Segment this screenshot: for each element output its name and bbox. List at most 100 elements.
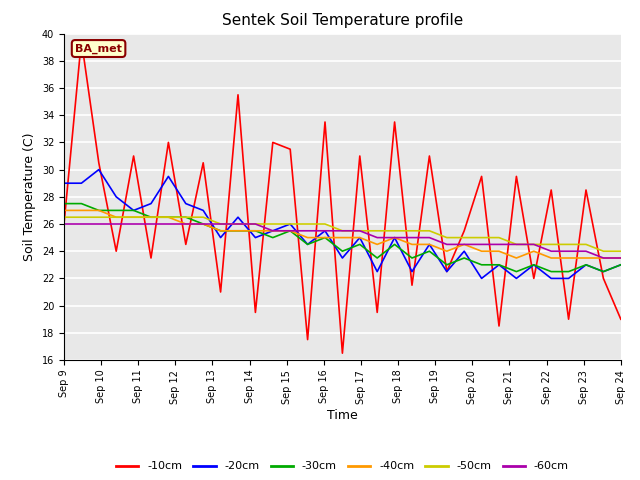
-50cm <box>252 221 259 227</box>
-50cm <box>95 214 102 220</box>
-50cm <box>582 241 590 247</box>
-20cm <box>600 269 607 275</box>
-30cm <box>113 207 120 213</box>
-50cm <box>564 241 572 247</box>
-40cm <box>582 255 590 261</box>
-40cm <box>113 214 120 220</box>
-30cm <box>339 248 346 254</box>
-10cm <box>600 276 607 281</box>
-40cm <box>460 241 468 247</box>
-20cm <box>95 167 102 172</box>
-60cm <box>582 248 590 254</box>
-40cm <box>304 235 312 240</box>
-50cm <box>77 214 85 220</box>
-10cm <box>200 160 207 166</box>
-40cm <box>234 228 242 234</box>
-20cm <box>304 241 312 247</box>
-10cm <box>443 269 451 275</box>
-60cm <box>60 221 68 227</box>
-60cm <box>95 221 102 227</box>
-10cm <box>269 140 276 145</box>
-40cm <box>391 235 399 240</box>
Legend: -10cm, -20cm, -30cm, -40cm, -50cm, -60cm: -10cm, -20cm, -30cm, -40cm, -50cm, -60cm <box>112 457 573 476</box>
Line: -40cm: -40cm <box>64 210 621 258</box>
-50cm <box>373 228 381 234</box>
-30cm <box>477 262 485 268</box>
Line: -20cm: -20cm <box>64 169 621 278</box>
-10cm <box>495 323 503 329</box>
-50cm <box>426 228 433 234</box>
-50cm <box>460 235 468 240</box>
-20cm <box>495 262 503 268</box>
-60cm <box>617 255 625 261</box>
-60cm <box>77 221 85 227</box>
-20cm <box>269 228 276 234</box>
-10cm <box>182 241 189 247</box>
-60cm <box>564 248 572 254</box>
-40cm <box>600 255 607 261</box>
-50cm <box>356 228 364 234</box>
-20cm <box>339 255 346 261</box>
-50cm <box>147 214 155 220</box>
-60cm <box>252 221 259 227</box>
-40cm <box>269 228 276 234</box>
-20cm <box>477 276 485 281</box>
-30cm <box>617 262 625 268</box>
Line: -60cm: -60cm <box>64 224 621 258</box>
-30cm <box>200 221 207 227</box>
-30cm <box>147 214 155 220</box>
-60cm <box>286 228 294 234</box>
-60cm <box>217 221 225 227</box>
-10cm <box>513 173 520 179</box>
-50cm <box>60 214 68 220</box>
-50cm <box>304 221 312 227</box>
-50cm <box>513 241 520 247</box>
-10cm <box>164 140 172 145</box>
-60cm <box>304 228 312 234</box>
-10cm <box>460 228 468 234</box>
-60cm <box>182 221 189 227</box>
-10cm <box>217 289 225 295</box>
-50cm <box>477 235 485 240</box>
-10cm <box>252 310 259 315</box>
-20cm <box>564 276 572 281</box>
-60cm <box>530 241 538 247</box>
-60cm <box>460 241 468 247</box>
-40cm <box>408 241 416 247</box>
-40cm <box>617 255 625 261</box>
-10cm <box>130 153 138 159</box>
-50cm <box>547 241 555 247</box>
-40cm <box>339 235 346 240</box>
-50cm <box>339 228 346 234</box>
-40cm <box>60 207 68 213</box>
-60cm <box>356 228 364 234</box>
-40cm <box>182 221 189 227</box>
-10cm <box>408 282 416 288</box>
-20cm <box>426 241 433 247</box>
Line: -50cm: -50cm <box>64 217 621 251</box>
-50cm <box>443 235 451 240</box>
-30cm <box>530 262 538 268</box>
-20cm <box>391 235 399 240</box>
-40cm <box>147 214 155 220</box>
-40cm <box>513 255 520 261</box>
-10cm <box>286 146 294 152</box>
-30cm <box>547 269 555 275</box>
-40cm <box>77 207 85 213</box>
-30cm <box>130 207 138 213</box>
-20cm <box>443 269 451 275</box>
-20cm <box>164 173 172 179</box>
-60cm <box>164 221 172 227</box>
-40cm <box>443 248 451 254</box>
-20cm <box>130 207 138 213</box>
-60cm <box>269 228 276 234</box>
-20cm <box>408 269 416 275</box>
Y-axis label: Soil Temperature (C): Soil Temperature (C) <box>23 132 36 261</box>
-40cm <box>95 207 102 213</box>
-10cm <box>477 173 485 179</box>
-50cm <box>130 214 138 220</box>
-20cm <box>582 262 590 268</box>
-10cm <box>77 37 85 43</box>
-60cm <box>547 248 555 254</box>
-10cm <box>426 153 433 159</box>
